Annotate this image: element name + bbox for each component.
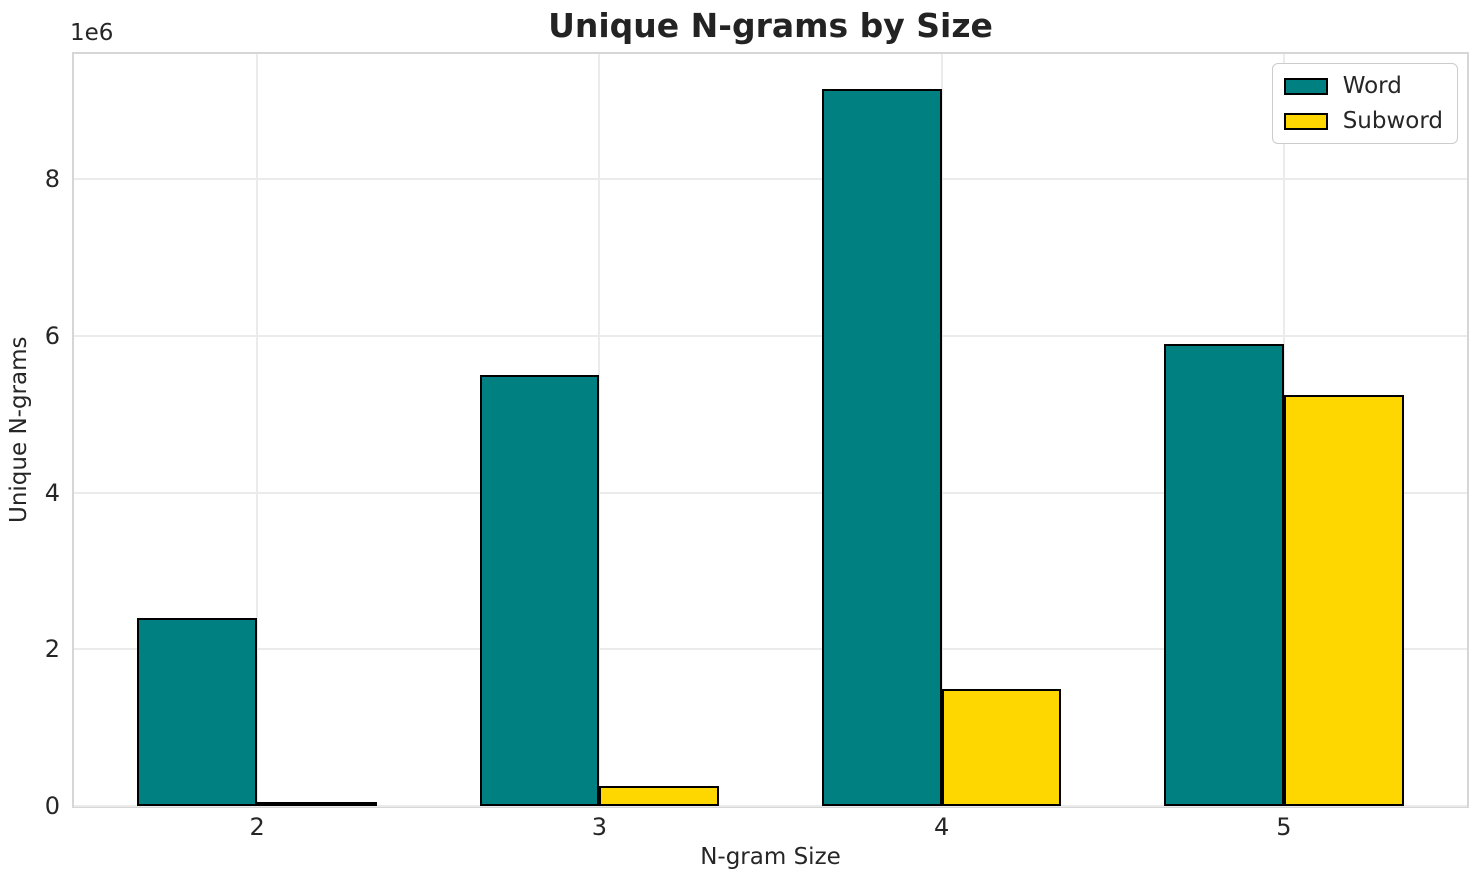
bar-word-ngram-2	[137, 618, 258, 806]
legend-label-subword: Subword	[1342, 108, 1443, 134]
bar-word-ngram-5	[1164, 343, 1284, 806]
x-tick-label-3: 3	[591, 813, 607, 841]
plot-area: Word Subword	[72, 52, 1469, 808]
bar-subword-ngram-5	[1283, 394, 1404, 806]
y-tick-label-0: 0	[44, 792, 60, 820]
y-tick-label-6: 6	[44, 322, 60, 350]
gridline-y-6	[74, 335, 1467, 337]
legend: Word Subword	[1271, 63, 1458, 144]
gridline-y-8	[74, 178, 1467, 181]
x-tick-label-2: 2	[249, 813, 265, 841]
chart-title: Unique N-grams by Size	[548, 6, 993, 45]
legend-swatch-word-icon	[1283, 77, 1328, 95]
legend-swatch-subword-icon	[1283, 112, 1328, 130]
x-tick-label-5: 5	[1276, 813, 1292, 841]
y-tick-label-4: 4	[44, 478, 60, 507]
gridline-y-4	[74, 491, 1467, 494]
bar-subword-ngram-3	[599, 786, 720, 806]
bar-subword-ngram-4	[941, 688, 1062, 806]
legend-item-subword: Subword	[1283, 108, 1443, 134]
bar-word-ngram-4	[821, 89, 942, 806]
x-axis-label: N-gram Size	[700, 844, 841, 870]
gridline-x-4	[940, 54, 943, 806]
legend-label-word: Word	[1342, 73, 1402, 99]
y-tick-label-8: 8	[44, 165, 60, 194]
gridline-y-0	[74, 805, 1467, 807]
legend-item-word: Word	[1283, 73, 1443, 99]
y-tick-label-2: 2	[44, 635, 60, 664]
gridline-x-2	[256, 54, 259, 806]
bar-word-ngram-3	[479, 375, 600, 806]
x-tick-label-4: 4	[933, 813, 950, 841]
gridline-y-2	[74, 648, 1467, 651]
bar-subword-ngram-2	[257, 802, 377, 806]
y-axis-offset-label: 1e6	[70, 20, 114, 46]
gridline-x-3	[598, 54, 601, 806]
